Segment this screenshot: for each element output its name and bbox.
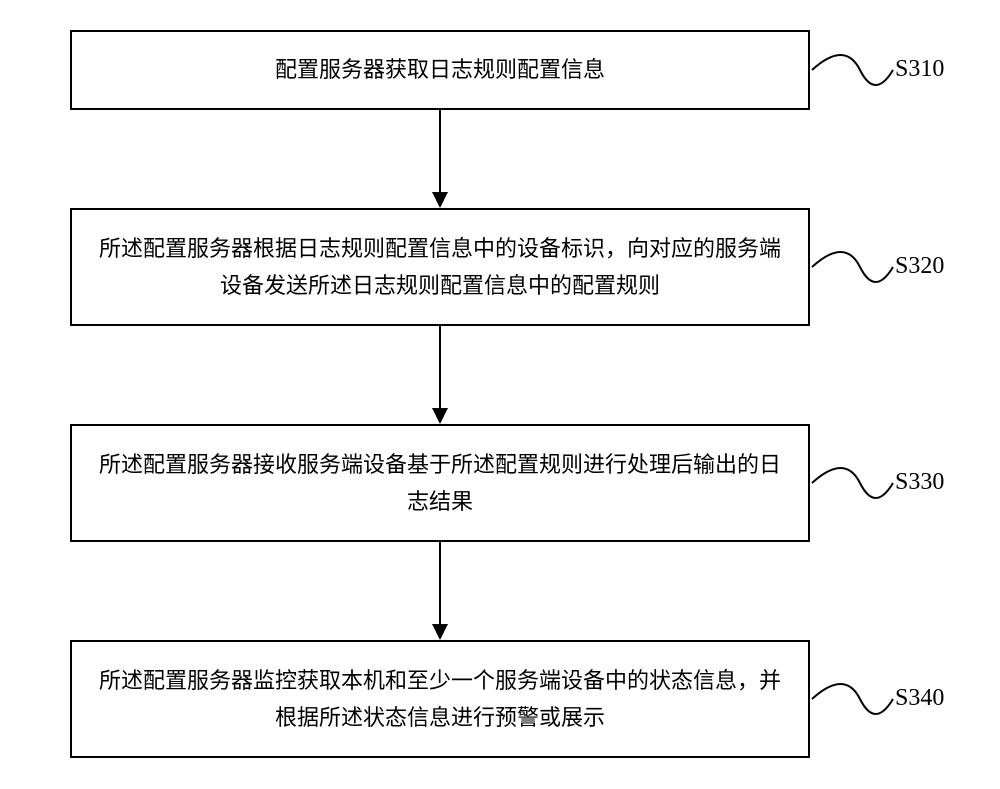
step-label-s340: S340: [895, 685, 944, 712]
step-text: 所述配置服务器根据日志规则配置信息中的设备标识，向对应的服务端设备发送所述日志规…: [96, 230, 784, 305]
arrow-s310-s320-head: [432, 192, 448, 208]
arrow-s330-s340-line: [439, 542, 441, 624]
flowchart-canvas: 配置服务器获取日志规则配置信息 所述配置服务器根据日志规则配置信息中的设备标识，…: [0, 0, 1000, 789]
arrow-s310-s320-line: [439, 110, 441, 192]
step-box-s320: 所述配置服务器根据日志规则配置信息中的设备标识，向对应的服务端设备发送所述日志规…: [70, 208, 810, 326]
arrow-s320-s330-line: [439, 326, 441, 408]
step-text: 配置服务器获取日志规则配置信息: [275, 51, 605, 88]
step-box-s330: 所述配置服务器接收服务端设备基于所述配置规则进行处理后输出的日志结果: [70, 424, 810, 542]
step-text: 所述配置服务器接收服务端设备基于所述配置规则进行处理后输出的日志结果: [96, 446, 784, 521]
arrow-s320-s330-head: [432, 408, 448, 424]
step-label-s320: S320: [895, 253, 944, 280]
arrow-s330-s340-head: [432, 624, 448, 640]
step-text: 所述配置服务器监控获取本机和至少一个服务端设备中的状态信息，并根据所述状态信息进…: [96, 662, 784, 737]
step-label-s310: S310: [895, 56, 944, 83]
step-box-s340: 所述配置服务器监控获取本机和至少一个服务端设备中的状态信息，并根据所述状态信息进…: [70, 640, 810, 758]
step-label-s330: S330: [895, 469, 944, 496]
step-box-s310: 配置服务器获取日志规则配置信息: [70, 30, 810, 110]
